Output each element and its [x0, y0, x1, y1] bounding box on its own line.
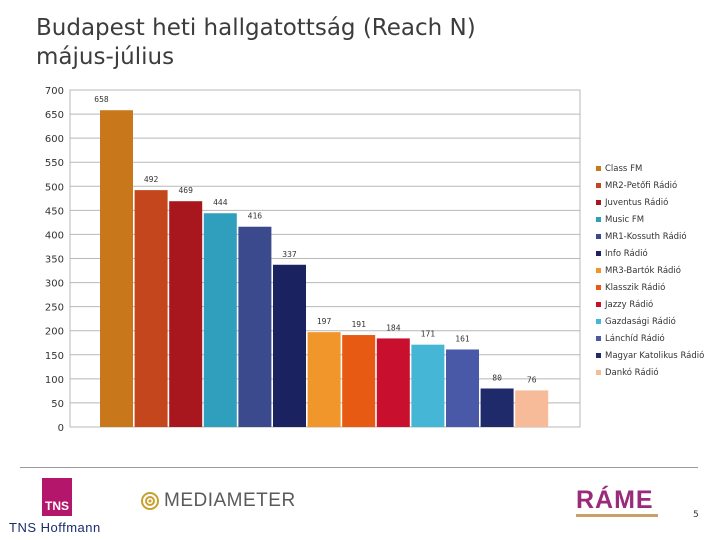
y-tick-label: 600: [45, 134, 64, 145]
data-label: 197: [317, 317, 332, 326]
data-label: 492: [144, 175, 159, 184]
legend-swatch: [596, 234, 601, 239]
legend-label: Gazdasági Rádió: [605, 316, 676, 327]
rame-underline: [576, 514, 658, 517]
page-number: 5: [693, 510, 699, 520]
tns-logo-text: TNS: [45, 499, 69, 513]
title-line-2: május-július: [36, 44, 175, 70]
data-label: 161: [455, 334, 470, 343]
bar-chart: 0 50 100 150 200 250 300 350 400 450 500 550 600 650 7…: [45, 86, 704, 434]
legend-swatch: [596, 336, 601, 341]
legend-label: Info Rádió: [605, 248, 648, 259]
bar: [169, 201, 203, 427]
legend-label: Jazzy Rádió: [604, 299, 653, 310]
y-tick-label: 0: [58, 423, 64, 434]
bar: [446, 349, 479, 427]
legend-label: Music FM: [605, 215, 644, 225]
data-label: 191: [351, 320, 366, 329]
bar: [376, 338, 410, 427]
legend-swatch: [596, 302, 601, 307]
bar: [273, 264, 306, 427]
bar: [238, 226, 272, 427]
legend-swatch: [596, 285, 601, 290]
bar: [203, 213, 237, 427]
legend-label: Dankó Rádió: [605, 367, 659, 378]
bar: [134, 190, 168, 427]
tns-logo: TNS: [42, 478, 72, 516]
y-tick-label: 250: [45, 303, 64, 314]
data-label: 469: [178, 186, 193, 195]
data-label: 658: [94, 95, 109, 104]
legend-swatch: [596, 183, 601, 188]
bar: [515, 390, 549, 427]
y-tick-label: 50: [51, 399, 64, 410]
y-tick-label: 550: [45, 158, 64, 169]
title-line-1: Budapest heti hallgatottság (Reach N): [36, 15, 476, 41]
footer-divider: [20, 467, 698, 468]
legend-swatch: [596, 268, 601, 273]
y-tick-label: 150: [45, 351, 64, 362]
company-name: TNS Hoffmann: [9, 520, 101, 535]
legend-label: Lánchíd Rádió: [605, 333, 665, 344]
data-label: 337: [282, 250, 297, 259]
bar: [342, 335, 376, 427]
mediameter-logo: MEDIAMETER: [140, 490, 296, 512]
legend-label: Magyar Katolikus Rádió: [605, 350, 704, 361]
data-label: 416: [248, 212, 263, 221]
y-tick-label: 650: [45, 110, 64, 121]
bar: [100, 110, 133, 427]
legend-label: MR1-Kossuth Rádió: [605, 231, 687, 242]
bar: [480, 388, 514, 427]
legend-swatch: [596, 200, 601, 205]
bar: [307, 332, 341, 427]
y-tick-label: 400: [45, 230, 64, 241]
rame-text: RÁME: [576, 486, 654, 514]
y-tick-label: 300: [45, 279, 64, 290]
data-label: 444: [213, 198, 228, 207]
mediameter-icon: [141, 492, 159, 510]
legend-swatch: [596, 166, 601, 171]
data-label: 171: [421, 330, 436, 339]
page-title: Budapest heti hallgatottság (Reach N) má…: [36, 14, 476, 72]
legend-label: Klasszik Rádió: [605, 282, 665, 293]
legend-swatch: [596, 319, 601, 324]
data-label: 76: [527, 375, 537, 384]
legend-swatch: [596, 251, 601, 256]
legend-label: MR2-Petőfi Rádió: [605, 180, 677, 191]
data-label: 184: [386, 323, 401, 332]
mediameter-text: MEDIAMETER: [164, 490, 296, 511]
legend-swatch: [596, 217, 601, 222]
y-tick-label: 200: [45, 327, 64, 338]
y-tick-label: 700: [45, 86, 64, 97]
y-tick-label: 100: [45, 375, 64, 386]
y-tick-label: 450: [45, 206, 64, 217]
rame-logo: RÁME: [576, 486, 658, 520]
bar: [411, 344, 445, 427]
legend-label: Class FM: [605, 164, 642, 174]
data-label: 80: [492, 373, 502, 382]
legend-label: Juventus Rádió: [604, 197, 668, 208]
y-tick-label: 500: [45, 182, 64, 193]
legend-swatch: [596, 370, 601, 375]
legend-swatch: [596, 353, 601, 358]
legend-label: MR3-Bartók Rádió: [605, 265, 681, 276]
y-tick-label: 350: [45, 255, 64, 266]
